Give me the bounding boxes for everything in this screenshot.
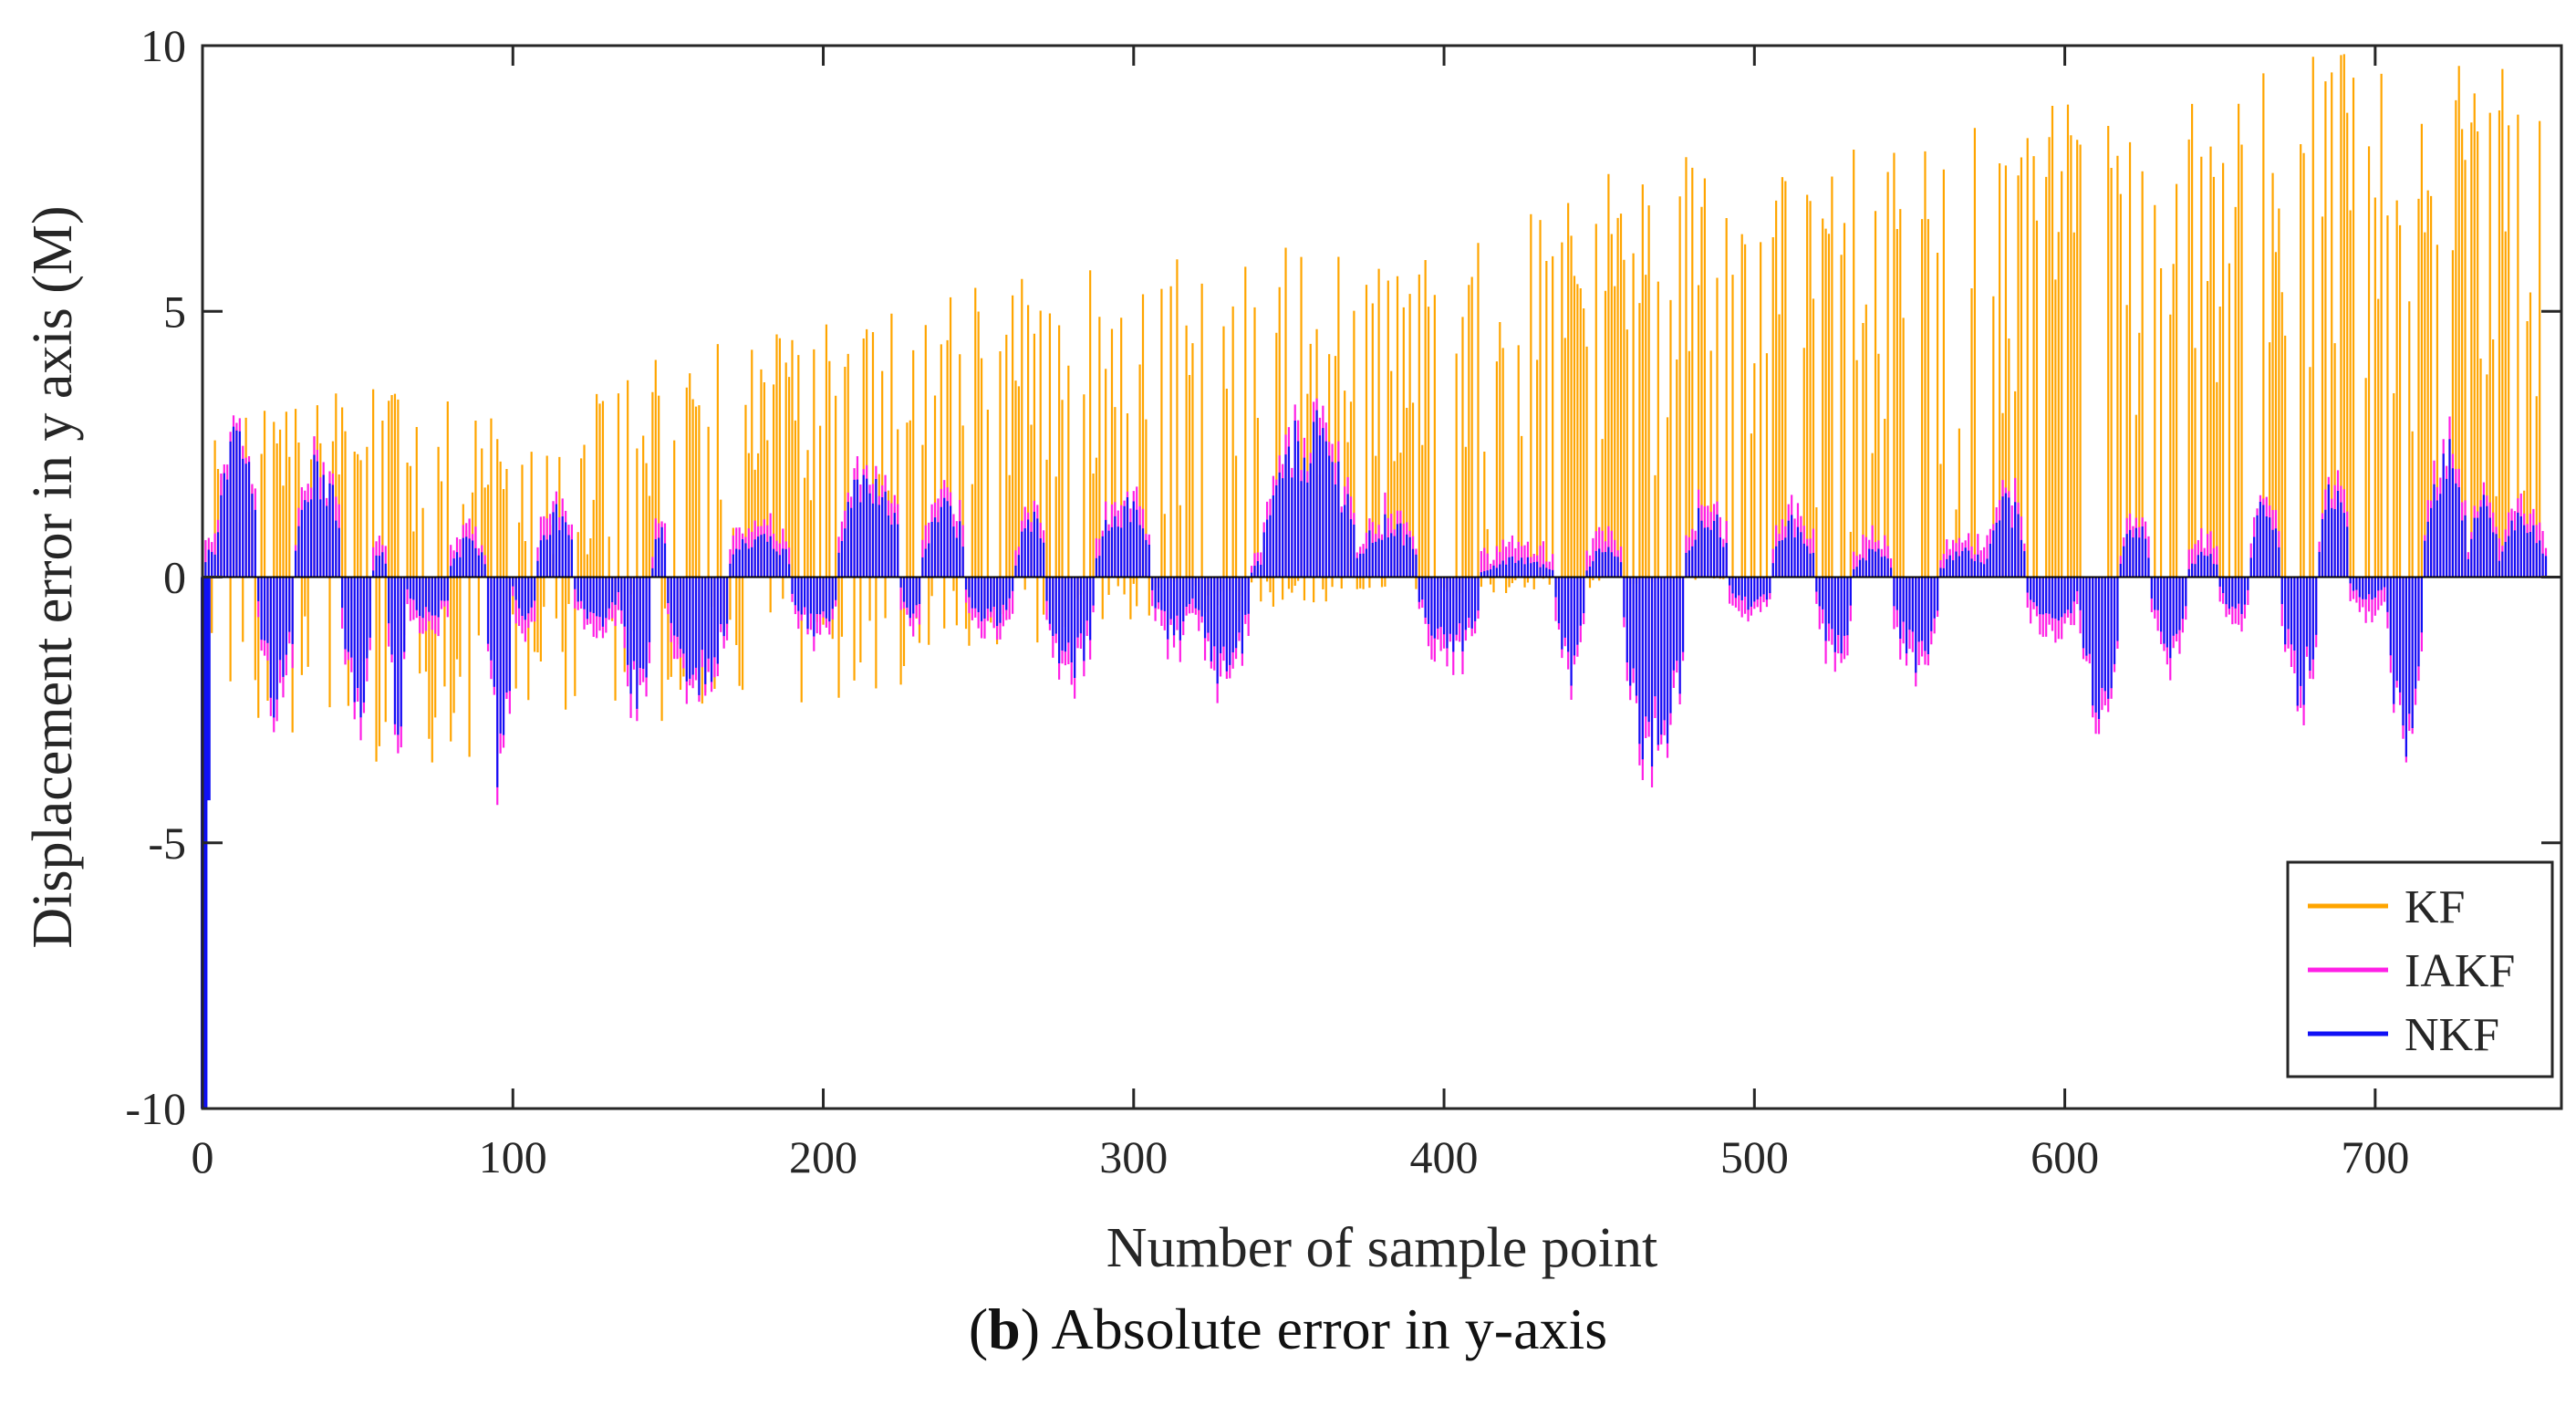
legend-label: NKF <box>2405 1009 2499 1061</box>
x-tick-label: 500 <box>1720 1131 1789 1182</box>
x-tick-label: 200 <box>789 1131 857 1182</box>
y-axis: -10 -5 0 5 10 <box>125 20 2561 1134</box>
x-tick-label: 0 <box>192 1131 214 1182</box>
x-tick-label: 600 <box>2031 1131 2099 1182</box>
x-axis: 0 100 200 300 400 500 600 700 <box>192 46 2409 1182</box>
x-tick-label: 400 <box>1410 1131 1479 1182</box>
legend-label: IAKF <box>2405 945 2515 997</box>
legend: KF IAKF NKF <box>2286 860 2554 1078</box>
y-axis-title: Displacement error in y axis (M) <box>22 205 84 948</box>
y-tick-label: -5 <box>148 818 186 869</box>
caption-text: Absolute error in y-axis <box>1040 1297 1608 1361</box>
y-tick-label: -10 <box>125 1083 186 1134</box>
y-tick-label: 5 <box>163 286 186 337</box>
figure-caption: (b) Absolute error in y-axis <box>968 1297 1608 1361</box>
caption-label: b <box>988 1297 1021 1361</box>
y-tick-label: 10 <box>140 20 186 71</box>
x-tick-label: 100 <box>479 1131 547 1182</box>
x-axis-title: Number of sample point <box>1106 1217 1657 1279</box>
legend-label: KF <box>2405 881 2465 933</box>
plot-area <box>201 44 2563 1110</box>
y-tick-label: 0 <box>163 552 186 603</box>
series-nkf <box>201 410 2548 1109</box>
x-tick-label: 300 <box>1099 1131 1168 1182</box>
x-tick-label: 700 <box>2341 1131 2409 1182</box>
series-kf <box>201 54 2541 763</box>
